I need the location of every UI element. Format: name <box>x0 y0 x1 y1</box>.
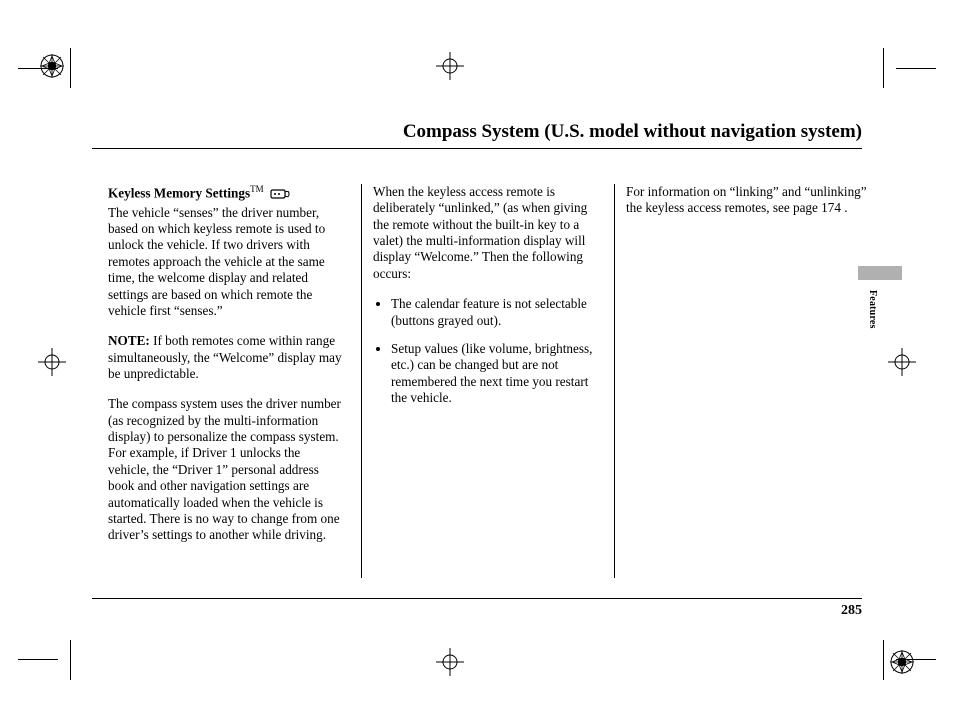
body-text: The compass system uses the driver numbe… <box>108 396 341 542</box>
body-text: When the keyless access remote is delibe… <box>373 184 587 281</box>
section-label: Features <box>867 290 878 329</box>
trademark-symbol: TM <box>250 184 264 194</box>
list-item: The calendar feature is not selectable (… <box>391 296 596 329</box>
list-item: Setup values (like volume, brightness, e… <box>391 341 596 406</box>
body-columns: Keyless Memory SettingsTM The vehicle “s… <box>108 184 868 584</box>
remote-icon <box>270 188 290 204</box>
page-number: 285 <box>841 603 862 619</box>
section-heading: Keyless Memory Settings <box>108 185 250 200</box>
registration-mark-icon <box>38 52 66 80</box>
body-text: The vehicle “senses” the driver number, … <box>108 205 325 318</box>
column-1: Keyless Memory SettingsTM The vehicle “s… <box>108 184 361 584</box>
body-text: For information on “linking” and “unlink… <box>626 184 867 215</box>
crosshair-icon <box>38 348 66 376</box>
paragraph: NOTE: If both remotes come within range … <box>108 333 343 382</box>
bullet-list: The calendar feature is not selectable (… <box>373 296 596 406</box>
column-3: For information on “linking” and “unlink… <box>614 184 867 584</box>
paragraph: The compass system uses the driver numbe… <box>108 396 343 543</box>
registration-mark-icon <box>888 648 916 676</box>
paragraph: When the keyless access remote is delibe… <box>373 184 596 282</box>
note-label: NOTE: <box>108 333 150 348</box>
paragraph: For information on “linking” and “unlink… <box>626 184 867 217</box>
title-rule <box>92 148 862 149</box>
crosshair-icon <box>888 348 916 376</box>
column-2: When the keyless access remote is delibe… <box>361 184 614 584</box>
footer-rule <box>92 598 862 599</box>
crosshair-icon <box>436 648 464 676</box>
page-title: Compass System (U.S. model without navig… <box>403 121 862 143</box>
body-text: Setup values (like volume, brightness, e… <box>391 341 592 405</box>
paragraph: Keyless Memory SettingsTM The vehicle “s… <box>108 184 343 319</box>
body-text: The calendar feature is not selectable (… <box>391 296 587 327</box>
crosshair-icon <box>436 52 464 80</box>
